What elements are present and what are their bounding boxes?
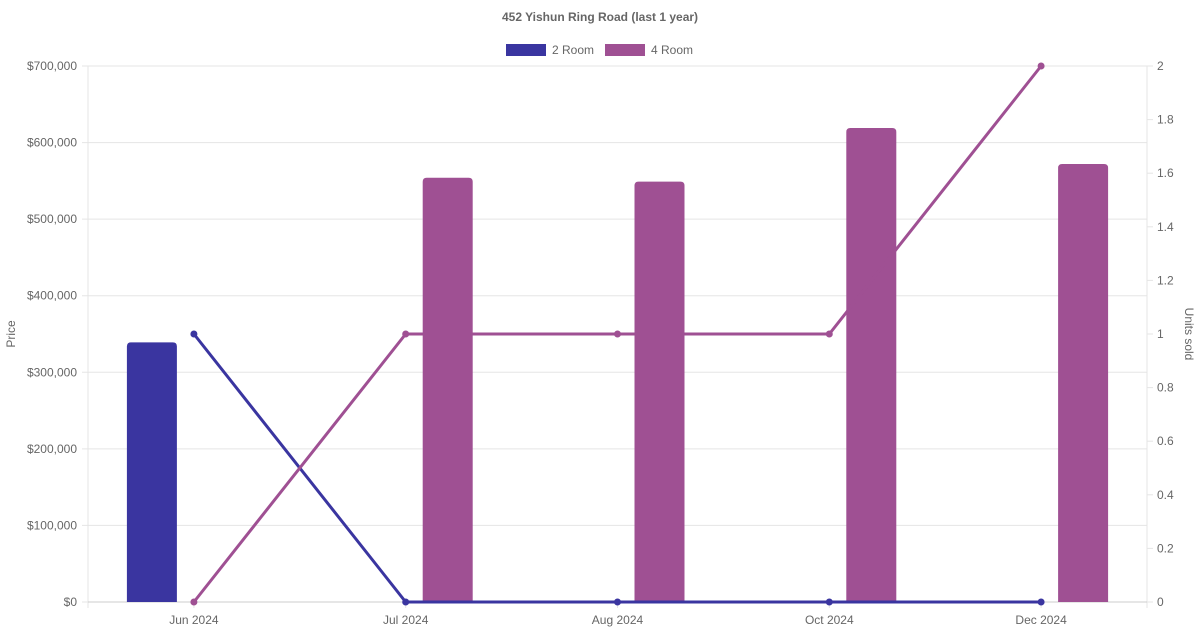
right-axis-title: Units sold: [1182, 308, 1196, 361]
chart-title: 452 Yishun Ring Road (last 1 year): [502, 10, 698, 24]
right-tick-label: 1.8: [1157, 113, 1174, 127]
legend: 2 Room 4 Room: [506, 43, 693, 57]
left-tick-label: $700,000: [27, 59, 77, 73]
right-tick-label: 1.4: [1157, 220, 1174, 234]
right-tick-label: 0.2: [1157, 541, 1174, 555]
legend-label: 4 Room: [651, 43, 693, 57]
left-axis-title: Price: [4, 320, 18, 348]
bar-4-room: [1058, 164, 1109, 603]
right-tick-label: 0.6: [1157, 434, 1174, 448]
right-tick-label: 0.8: [1157, 381, 1174, 395]
left-tick-label: $600,000: [27, 136, 77, 150]
left-axis: $0 $100,000 $200,000 $300,000 $400,000 $500,0…: [27, 59, 77, 609]
left-tick-label: $500,000: [27, 212, 77, 226]
point-2-room: [825, 598, 833, 606]
x-tick-label: Aug 2024: [592, 613, 644, 627]
left-tick-label: $300,000: [27, 365, 77, 379]
bar-4-room: [846, 128, 897, 602]
left-tick-label: $400,000: [27, 289, 77, 303]
point-2-room: [190, 330, 198, 338]
point-2-room: [402, 598, 410, 606]
point-4-room: [1037, 62, 1045, 70]
x-tick-label: Jul 2024: [383, 613, 429, 627]
right-tick-label: 0: [1157, 595, 1164, 609]
point-2-room: [1037, 598, 1045, 606]
left-tick-label: $0: [64, 595, 78, 609]
bar-4-room: [634, 181, 685, 602]
right-tick-label: 1.6: [1157, 166, 1174, 180]
right-tick-label: 1.2: [1157, 273, 1174, 287]
right-tick-label: 0.4: [1157, 488, 1174, 502]
bar-2-room: [126, 342, 177, 602]
right-axis: 0 0.2 0.4 0.6 0.8 1 1.2 1.4 1.6 1.8 2: [1147, 59, 1174, 609]
point-4-room: [190, 598, 198, 606]
lines: [190, 62, 1045, 606]
legend-swatch: [506, 44, 546, 56]
legend-label: 2 Room: [552, 43, 594, 57]
x-tick-label: Jun 2024: [169, 613, 219, 627]
line-2-room: [192, 333, 1042, 604]
left-tick-label: $100,000: [27, 518, 77, 532]
bar-4-room: [422, 177, 473, 602]
grid-lines: [82, 65, 1148, 608]
right-tick-label: 1: [1157, 327, 1164, 341]
x-tick-label: Dec 2024: [1015, 613, 1067, 627]
x-axis: Jun 2024 Jul 2024 Aug 2024 Oct 2024 Dec 2024: [88, 601, 1147, 627]
bars: [126, 128, 1109, 603]
right-tick-label: 2: [1157, 59, 1164, 73]
x-tick-label: Oct 2024: [805, 613, 854, 627]
left-tick-label: $200,000: [27, 442, 77, 456]
point-4-room: [614, 330, 621, 338]
point-4-room: [825, 330, 833, 338]
point-2-room: [614, 598, 621, 606]
point-4-room: [402, 330, 410, 338]
legend-swatch: [605, 44, 645, 56]
